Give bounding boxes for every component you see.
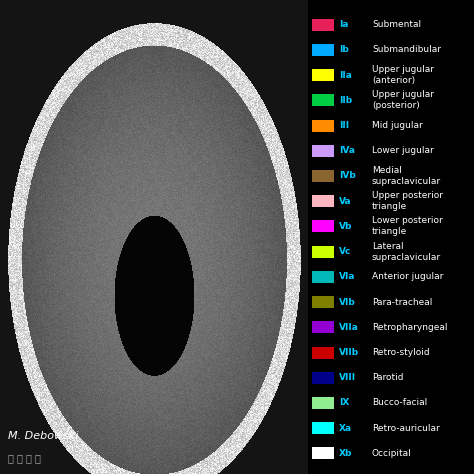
Text: VIII: VIII (339, 373, 356, 382)
Text: Retro-styloid: Retro-styloid (372, 348, 429, 357)
Bar (312, 296, 334, 308)
Bar (308, 0, 474, 474)
Text: Upper jugular
(anterior): Upper jugular (anterior) (372, 65, 434, 85)
Bar (312, 170, 334, 182)
Bar (312, 397, 334, 409)
Text: VIIb: VIIb (339, 348, 359, 357)
Text: Ⓒ Ⓘ Ⓢ Ⓜ: Ⓒ Ⓘ Ⓢ Ⓜ (8, 453, 41, 463)
Text: Va: Va (339, 197, 352, 206)
Text: IIa: IIa (339, 71, 352, 80)
Bar (312, 220, 334, 232)
Bar (312, 195, 334, 207)
Text: Ib: Ib (339, 46, 349, 55)
Text: Xa: Xa (339, 424, 352, 433)
Text: Lateral
supraclavicular: Lateral supraclavicular (372, 242, 441, 262)
Bar (312, 18, 334, 31)
Bar (312, 44, 334, 56)
Bar (312, 422, 334, 434)
Text: Medial
supraclavicular: Medial supraclavicular (372, 166, 441, 186)
Text: Retro-auricular: Retro-auricular (372, 424, 440, 433)
Text: Submental: Submental (372, 20, 421, 29)
Text: IVa: IVa (339, 146, 355, 155)
Text: Xb: Xb (339, 449, 352, 458)
Text: Parotid: Parotid (372, 373, 403, 382)
Bar (312, 69, 334, 81)
Text: Vb: Vb (339, 222, 352, 231)
Text: Lower posterior
triangle: Lower posterior triangle (372, 216, 443, 237)
Text: Anterior jugular: Anterior jugular (372, 273, 443, 282)
Text: VIIa: VIIa (339, 323, 359, 332)
Bar (312, 372, 334, 384)
Bar (312, 94, 334, 106)
Text: VIa: VIa (339, 273, 356, 282)
Text: Occipital: Occipital (372, 449, 412, 458)
Text: Para-tracheal: Para-tracheal (372, 298, 432, 307)
Text: Lower jugular: Lower jugular (372, 146, 434, 155)
Text: Upper posterior
triangle: Upper posterior triangle (372, 191, 443, 211)
Text: Ia: Ia (339, 20, 348, 29)
Bar (312, 447, 334, 459)
Text: IIb: IIb (339, 96, 352, 105)
Text: IX: IX (339, 399, 349, 408)
Bar (312, 271, 334, 283)
Text: Submandibular: Submandibular (372, 46, 441, 55)
Text: M. Debowski: M. Debowski (8, 431, 79, 441)
Text: Bucco-facial: Bucco-facial (372, 399, 427, 408)
Text: Retropharyngeal: Retropharyngeal (372, 323, 447, 332)
Bar (312, 119, 334, 131)
Bar (312, 145, 334, 157)
Text: Vc: Vc (339, 247, 351, 256)
Bar (312, 246, 334, 257)
Text: IVb: IVb (339, 172, 356, 181)
Text: VIb: VIb (339, 298, 356, 307)
Text: III: III (339, 121, 349, 130)
Text: Mid jugular: Mid jugular (372, 121, 423, 130)
Text: Upper jugular
(posterior): Upper jugular (posterior) (372, 90, 434, 110)
Bar (312, 346, 334, 358)
Bar (312, 321, 334, 333)
